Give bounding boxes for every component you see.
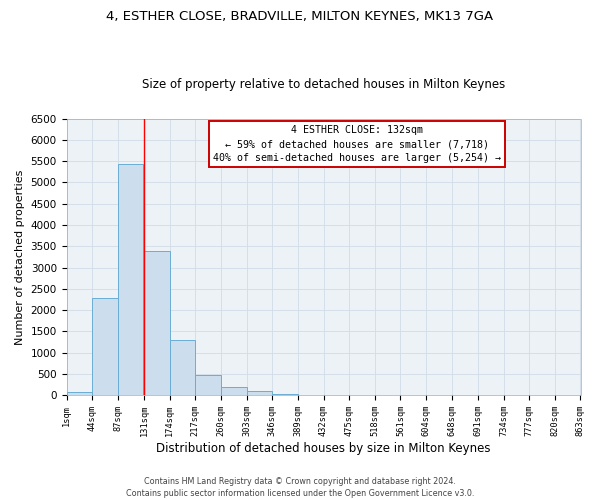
Bar <box>67 392 92 395</box>
X-axis label: Distribution of detached houses by size in Milton Keynes: Distribution of detached houses by size … <box>156 442 491 455</box>
Bar <box>196 375 221 395</box>
Bar <box>92 298 118 395</box>
Bar <box>118 164 143 395</box>
Y-axis label: Number of detached properties: Number of detached properties <box>15 169 25 344</box>
Bar <box>144 252 170 395</box>
Text: Contains HM Land Registry data © Crown copyright and database right 2024.
Contai: Contains HM Land Registry data © Crown c… <box>126 476 474 498</box>
Bar <box>272 394 298 395</box>
Bar <box>221 388 247 395</box>
Bar <box>247 391 272 395</box>
Text: 4, ESTHER CLOSE, BRADVILLE, MILTON KEYNES, MK13 7GA: 4, ESTHER CLOSE, BRADVILLE, MILTON KEYNE… <box>106 10 494 23</box>
Text: 4 ESTHER CLOSE: 132sqm
← 59% of detached houses are smaller (7,718)
40% of semi-: 4 ESTHER CLOSE: 132sqm ← 59% of detached… <box>213 126 501 164</box>
Title: Size of property relative to detached houses in Milton Keynes: Size of property relative to detached ho… <box>142 78 505 91</box>
Bar <box>170 340 196 395</box>
